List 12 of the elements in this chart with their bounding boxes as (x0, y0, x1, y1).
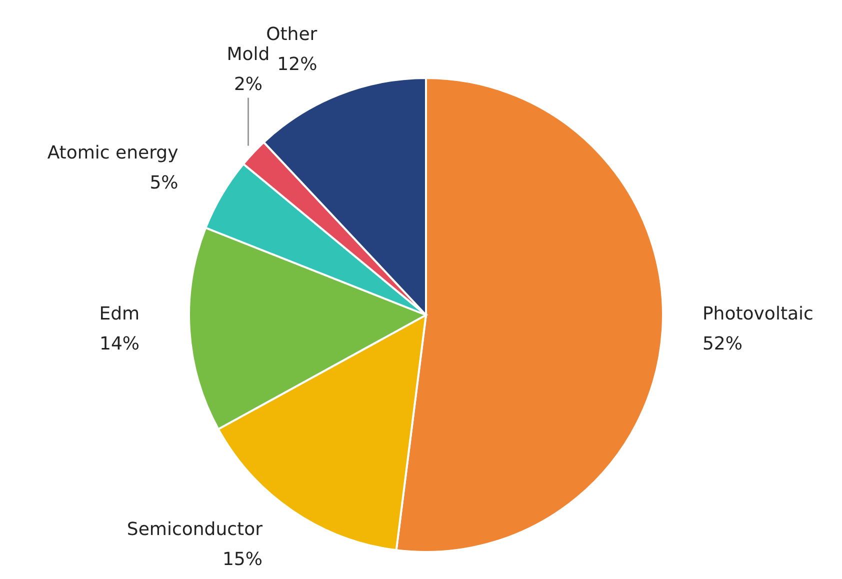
slice-label: Atomic energy (47, 142, 179, 164)
data-label: 14% (100, 334, 140, 355)
slice-label: Mold (226, 44, 270, 65)
data-label: 12% (277, 54, 318, 75)
slice-label: Edm (99, 304, 140, 325)
data-label: 2% (234, 74, 263, 95)
slice-label: Photovoltaic (702, 304, 814, 325)
slice-label: Semiconductor (126, 519, 264, 540)
data-label: 15% (222, 549, 262, 570)
data-label: 5% (150, 172, 178, 194)
data-label: 52% (702, 334, 742, 355)
slice-label: Other (266, 24, 318, 45)
